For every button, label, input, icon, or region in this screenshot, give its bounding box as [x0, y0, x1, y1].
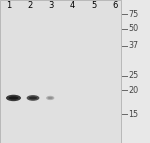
Text: 50: 50 — [128, 24, 138, 33]
Text: 2: 2 — [28, 1, 33, 10]
Bar — [0, 0, 121, 143]
Text: 6: 6 — [112, 1, 117, 10]
Text: 15: 15 — [128, 110, 138, 119]
Ellipse shape — [27, 95, 39, 101]
Ellipse shape — [29, 97, 37, 99]
Text: 25: 25 — [128, 71, 138, 80]
Text: 1: 1 — [6, 1, 12, 10]
Ellipse shape — [48, 97, 53, 99]
Text: 37: 37 — [128, 41, 138, 50]
Text: 75: 75 — [128, 10, 138, 19]
Ellipse shape — [46, 96, 54, 100]
Text: 20: 20 — [128, 86, 138, 95]
Ellipse shape — [6, 95, 21, 101]
Ellipse shape — [9, 96, 18, 100]
Text: 3: 3 — [49, 1, 54, 10]
Text: 4: 4 — [70, 1, 75, 10]
Text: 5: 5 — [91, 1, 96, 10]
